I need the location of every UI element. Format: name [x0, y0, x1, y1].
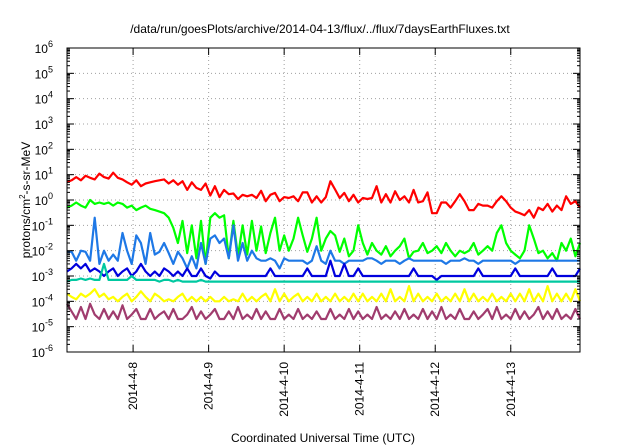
y-axis-ticks: 106 105 104 103 102 101 100 10-1 10-2 10-3 10-4 10-… — [32, 39, 580, 360]
y-tick-label: 10-3 — [32, 267, 53, 284]
y-tick-label: 10-6 — [32, 343, 53, 360]
y-axis-label-sup: 2 — [18, 194, 27, 199]
x-tick-label: 2014-4-9 — [202, 362, 216, 410]
chart-title: /data/run/goesPlots/archive/2014-04-13/f… — [130, 22, 510, 36]
y-tick-label: 100 — [35, 191, 53, 208]
y-axis-label-base: protons/cm — [19, 199, 33, 258]
x-tick-label: 2014-4-13 — [504, 362, 518, 417]
y-tick-label: 10-5 — [32, 318, 53, 335]
series-line — [66, 171, 581, 219]
x-tick-label: 2014-4-11 — [353, 362, 367, 416]
y-axis-label: protons/cm2-s-sr-MeV — [18, 142, 33, 258]
y-tick-label: 10-4 — [32, 292, 53, 309]
series-line — [66, 285, 582, 303]
y-tick-label: 103 — [35, 115, 53, 132]
grid — [67, 48, 580, 352]
y-tick-label: 101 — [35, 166, 53, 183]
y-tick-label: 102 — [35, 140, 53, 157]
x-axis-label: Coordinated Universal Time (UTC) — [231, 431, 415, 445]
series-line — [66, 302, 581, 321]
series-line — [67, 216, 580, 270]
y-tick-label: 106 — [35, 39, 53, 56]
x-axis-ticks: 2014-4-8 2014-4-9 2014-4-10 2014-4-11 2014-4… — [126, 48, 518, 417]
series-line — [66, 259, 581, 281]
series-line — [66, 262, 580, 283]
y-tick-label: 10-1 — [32, 216, 53, 233]
series-lines — [66, 171, 582, 321]
y-tick-label: 105 — [35, 64, 53, 81]
series-line — [66, 198, 582, 265]
x-tick-label: 2014-4-8 — [126, 362, 140, 410]
y-tick-label: 10-2 — [32, 242, 53, 259]
x-tick-label: 2014-4-12 — [428, 362, 442, 417]
x-tick-label: 2014-4-10 — [277, 362, 291, 417]
y-axis-label-rest: -s-sr-MeV — [19, 142, 33, 195]
y-tick-label: 104 — [35, 90, 53, 107]
